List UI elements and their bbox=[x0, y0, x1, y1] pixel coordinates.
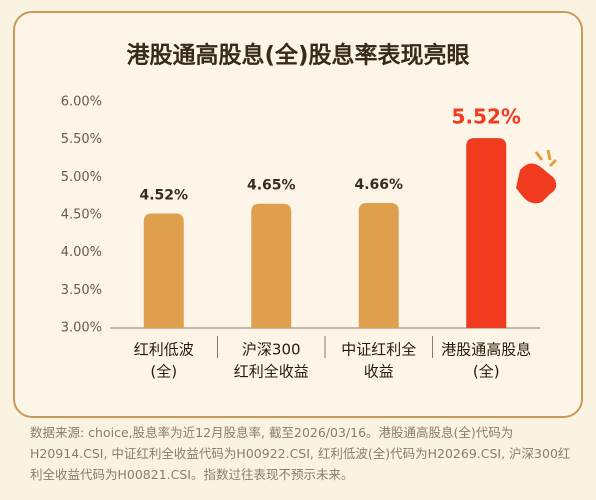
x-tick-label: (全) bbox=[150, 363, 177, 381]
bar bbox=[466, 138, 507, 328]
y-tick-label: 3.50% bbox=[61, 283, 102, 298]
x-tick-label: (全) bbox=[473, 363, 500, 381]
x-tick-label: 红利低波 bbox=[134, 341, 194, 359]
value-label: 4.66% bbox=[354, 177, 403, 193]
y-tick-label: 6.00% bbox=[61, 95, 102, 110]
footnote: 数据来源: choice,股息率为近12月股息率, 截至2026/03/16。港… bbox=[30, 425, 571, 482]
x-tick-label: 港股通高股息 bbox=[441, 341, 531, 359]
x-tick-label: 收益 bbox=[364, 363, 394, 381]
value-label: 5.52% bbox=[452, 105, 521, 129]
bar bbox=[358, 202, 399, 328]
y-tick-label: 4.00% bbox=[61, 245, 102, 260]
y-tick-label: 4.50% bbox=[61, 208, 102, 223]
x-tick-label: 红利全收益 bbox=[234, 363, 309, 381]
y-tick-label: 3.00% bbox=[61, 321, 102, 336]
bar bbox=[143, 213, 184, 328]
y-tick-label: 5.00% bbox=[61, 170, 102, 185]
x-tick-label: 中证红利全 bbox=[341, 341, 416, 359]
value-label: 4.52% bbox=[139, 187, 188, 203]
x-tick-label: 沪深300 bbox=[242, 341, 301, 359]
bar bbox=[251, 203, 292, 328]
chart-title: 港股通高股息(全)股息率表现亮眼 bbox=[126, 42, 469, 69]
value-label: 4.65% bbox=[247, 178, 296, 194]
thumb-icon bbox=[516, 149, 558, 204]
y-tick-label: 5.50% bbox=[61, 132, 102, 147]
